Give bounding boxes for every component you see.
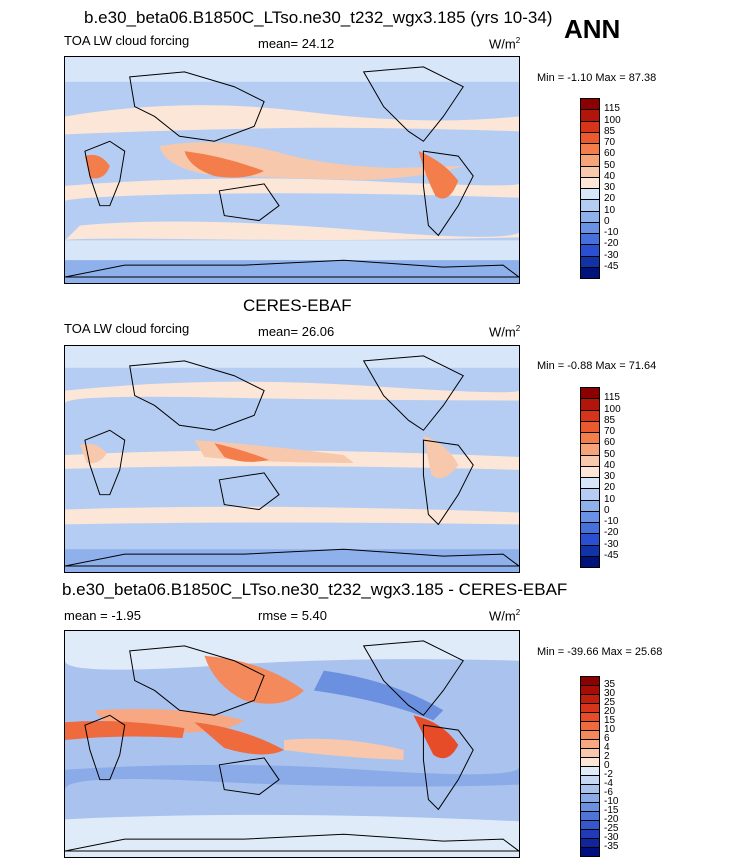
panel3-units: W/m2 [489,608,521,624]
colorbar-label: -30 [604,249,619,261]
panel1-variable: TOA LW cloud forcing [64,33,190,48]
colorbar-label: 4 [604,742,610,753]
colorbar-label: -20 [604,814,619,825]
colorbar-label: 30 [604,182,616,193]
panel1-colorbar: 115 100 85 70 60 50 40 30 20 10 0 -10 -20 -30 -45 [580,98,732,279]
colorbar-label: 40 [604,170,616,182]
colorbar-label: 100 [604,403,621,415]
panel3-minmax: Min = -39.66 Max = 25.68 [537,646,663,658]
colorbar-label: -45 [604,260,619,272]
panel3-colorbar: 35 30 25 20 15 10 6 4 2 0 -2 -4 -6 -10 -15 -20 -25 -30 -35 [580,676,732,857]
panel2-map-svg [65,346,519,572]
panel1-title: b.e30_beta06.B1850C_LTso.ne30_t232_wgx3.… [84,8,553,27]
colorbar-label: 0 [604,215,610,227]
colorbar-label: -2 [604,769,613,780]
colorbar-label: 115 [604,103,620,115]
colorbar-label: -20 [604,527,619,539]
colorbar-label: 30 [604,471,616,482]
colorbar-label: 10 [604,724,616,735]
colorbar-label: 20 [604,193,616,205]
colorbar-label: 50 [604,159,616,171]
colorbar-label: -30 [604,832,619,843]
colorbar-label: -10 [604,516,619,527]
panel3-title: b.e30_beta06.B1850C_LTso.ne30_t232_wgx3.… [62,580,568,599]
season-label: ANN [564,14,621,44]
panel3-map-svg [65,631,519,857]
colorbar-label: 40 [604,459,616,471]
colorbar-label: 10 [604,204,616,216]
colorbar-label: -10 [604,796,619,807]
colorbar-swatch [580,266,600,279]
colorbar-label: 0 [604,760,610,771]
colorbar-label: 35 [604,679,616,690]
colorbar-label: 60 [604,148,616,160]
colorbar-label: -15 [604,805,619,816]
colorbar-label: 85 [604,414,616,426]
colorbar-label: 60 [604,437,616,449]
panel3-mean: mean = -1.95 [64,608,141,623]
colorbar-label: 50 [604,448,616,460]
colorbar-label: 25 [604,697,616,708]
colorbar-label: 115 [604,392,620,404]
colorbar-label: -30 [604,538,619,550]
panel1-units: W/m2 [489,36,521,52]
panel1-minmax: Min = -1.10 Max = 87.38 [537,72,657,84]
colorbar-swatch [580,555,600,568]
colorbar-label: 100 [604,114,621,126]
panel2-variable: TOA LW cloud forcing [64,321,190,336]
panel2-units: W/m2 [489,324,521,340]
panel1-mean-text: mean= 24.12 [258,36,335,51]
colorbar-label: 2 [604,751,610,762]
colorbar-label: -20 [604,238,619,250]
colorbar-label: 10 [604,493,616,505]
panel2-title: CERES-EBAF [243,296,352,315]
colorbar-label: -10 [604,227,619,238]
colorbar-label: 85 [604,125,616,137]
panel1-map [64,56,520,284]
panel1-map-svg [65,57,519,283]
colorbar-label: 6 [604,733,610,744]
panel3-rmse: rmse = 5.40 [258,608,328,623]
colorbar-label: 30 [604,688,616,699]
colorbar-label: -45 [604,549,619,561]
panel2-mean: mean= 26.06 [258,324,335,339]
colorbar-label: 70 [604,137,616,148]
colorbar-swatch [580,847,600,857]
colorbar-label: -25 [604,823,619,834]
panel2-colorbar: 115 100 85 70 60 50 40 30 20 10 0 -10 -20 -30 -45 [580,387,732,568]
colorbar-label: -4 [604,778,613,789]
colorbar-label: -35 [604,841,619,852]
colorbar-label: 0 [604,504,610,516]
panel3-map [64,630,520,858]
colorbar-label: 15 [604,715,616,726]
panel2-minmax: Min = -0.88 Max = 71.64 [537,360,657,372]
panel2-map [64,345,520,573]
colorbar-label: 70 [604,426,616,437]
colorbar-label: -6 [604,787,613,798]
colorbar-label: 20 [604,706,616,717]
colorbar-label: 20 [604,482,616,494]
